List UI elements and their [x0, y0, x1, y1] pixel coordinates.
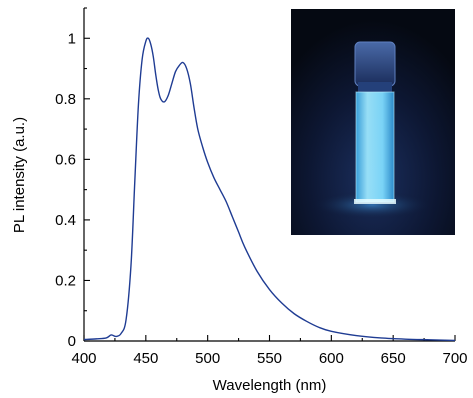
y-tick-label: 0.6 [55, 151, 76, 168]
inset-cuvette-photo [291, 9, 455, 235]
x-tick-label: 600 [319, 350, 344, 367]
x-ticks [83, 335, 456, 341]
cuvette-cap [354, 41, 396, 87]
x-tick-labels: 400 450 500 550 600 650 700 [71, 350, 467, 367]
series-line-0 [83, 37, 456, 342]
cuvette-base [354, 199, 396, 204]
cuvette-neck [358, 82, 392, 92]
x-tick-label: 500 [195, 350, 220, 367]
y-ticks [84, 7, 90, 342]
x-tick-label: 450 [133, 350, 158, 367]
y-tick-label: 1 [68, 30, 76, 47]
x-tick-label: 400 [71, 350, 96, 367]
y-axis-title: PL intensity (a.u.) [11, 117, 28, 233]
y-tick-label: 0.2 [55, 272, 76, 289]
x-tick-label: 550 [257, 350, 282, 367]
x-axis-title: Wavelength (nm) [213, 377, 327, 394]
y-tick-labels: 0 0.2 0.4 0.6 0.8 1 [55, 30, 76, 350]
x-tick-label: 650 [381, 350, 406, 367]
x-tick-label: 700 [442, 350, 467, 367]
inset-floor-glow [312, 191, 432, 219]
y-tick-label: 0.4 [55, 212, 76, 229]
cuvette-body [356, 92, 394, 202]
y-tick-label: 0 [68, 333, 76, 350]
y-tick-label: 0.8 [55, 91, 76, 108]
